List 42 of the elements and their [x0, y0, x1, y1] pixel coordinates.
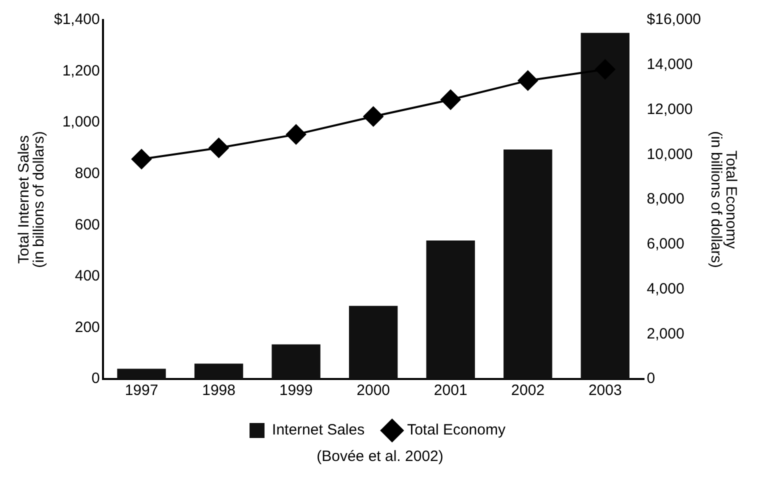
y-tick-label: 200 [74, 318, 100, 336]
bar [580, 32, 630, 379]
y2-tick-label: 2,000 [646, 325, 684, 342]
legend-label: Total Economy [407, 422, 506, 439]
y2-tick-label: 6,000 [646, 236, 684, 253]
x-tick-label: 2001 [434, 382, 468, 400]
y2-tick-label: 8,000 [646, 190, 684, 208]
text: (Bovée et al. 2002) [316, 448, 444, 465]
bar [426, 240, 475, 379]
y-tick-label: 400 [74, 268, 100, 285]
y2-tick-label: 4,000 [646, 280, 684, 298]
y2-tick-label: 14,000 [646, 56, 693, 74]
legend-label: Internet Sales [272, 422, 365, 439]
point [286, 124, 306, 144]
y2-tick-label: 10,000 [646, 146, 693, 163]
bar [117, 368, 166, 379]
bar [272, 344, 320, 379]
x-tick-label: 1999 [279, 382, 313, 400]
y-tick-label: 800 [74, 165, 100, 182]
y-tick-label: 1,000 [62, 114, 100, 131]
point [208, 138, 229, 158]
x-tick-label: 1998 [202, 382, 236, 400]
point [363, 106, 384, 126]
x-tick-label: 2003 [588, 382, 622, 400]
y-tick-label: 1,200 [62, 62, 100, 80]
y-tick-label: 0 [92, 370, 100, 388]
point [518, 70, 538, 91]
y2-tick-label: 12,000 [646, 100, 693, 118]
x-tick-label: 2002 [511, 382, 545, 400]
bar [504, 149, 552, 379]
point [132, 149, 152, 170]
bar [194, 364, 244, 379]
x-tick-label: 1997 [124, 382, 158, 400]
y2-axis-title: Total Economy (in billions of dollars) [707, 131, 740, 268]
point [440, 90, 461, 110]
y2-tick-label: $16,000 [646, 11, 702, 28]
y-axis-title: Total Internet Sales (in billions of dollars) [16, 131, 48, 268]
y-tick-label: $1,400 [54, 11, 100, 28]
y2-tick-label: 0 [646, 370, 656, 388]
x-tick-label: 2000 [356, 382, 390, 400]
y-tick-label: 600 [74, 216, 100, 234]
bar [348, 306, 398, 379]
